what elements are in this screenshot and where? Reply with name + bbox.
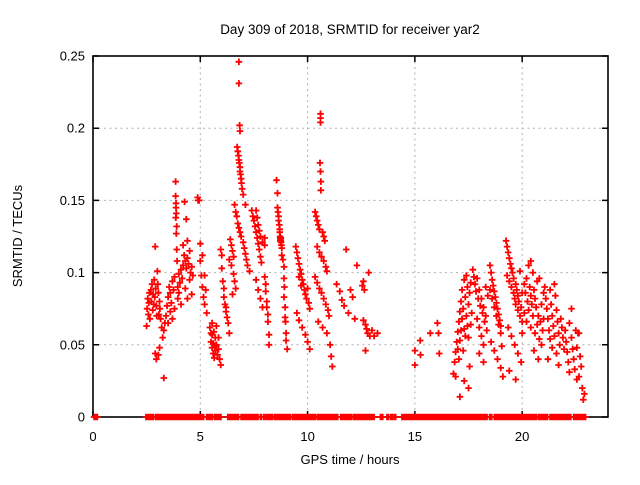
y-tick-label: 0.1: [67, 265, 85, 280]
y-tick-label: 0.05: [60, 337, 85, 352]
y-axis-label: SRMTID / TECUs: [10, 184, 25, 287]
chart-title: Day 309 of 2018, SRMTID for receiver yar…: [220, 22, 480, 37]
data-points: [90, 58, 589, 421]
x-tick-label: 5: [197, 429, 204, 444]
plot-border: [92, 55, 609, 418]
x-tick-label: 20: [515, 429, 529, 444]
y-tick-label: 0.15: [60, 193, 85, 208]
x-tick-label: 0: [89, 429, 96, 444]
x-tick-label: 15: [408, 429, 422, 444]
y-tick-label: 0.25: [60, 49, 85, 64]
x-axis-label: GPS time / hours: [301, 452, 400, 467]
scatter-plus-markers: [90, 58, 589, 421]
grid-lines: [93, 56, 608, 417]
tick-marks: [92, 55, 608, 418]
x-tick-label: 10: [300, 429, 314, 444]
y-tick-label: 0.2: [67, 121, 85, 136]
y-tick-label: 0: [78, 410, 85, 425]
tick-labels: 0 5 10 15 20 0 0.05 0.1 0.15 0.2 0.25: [60, 49, 530, 445]
